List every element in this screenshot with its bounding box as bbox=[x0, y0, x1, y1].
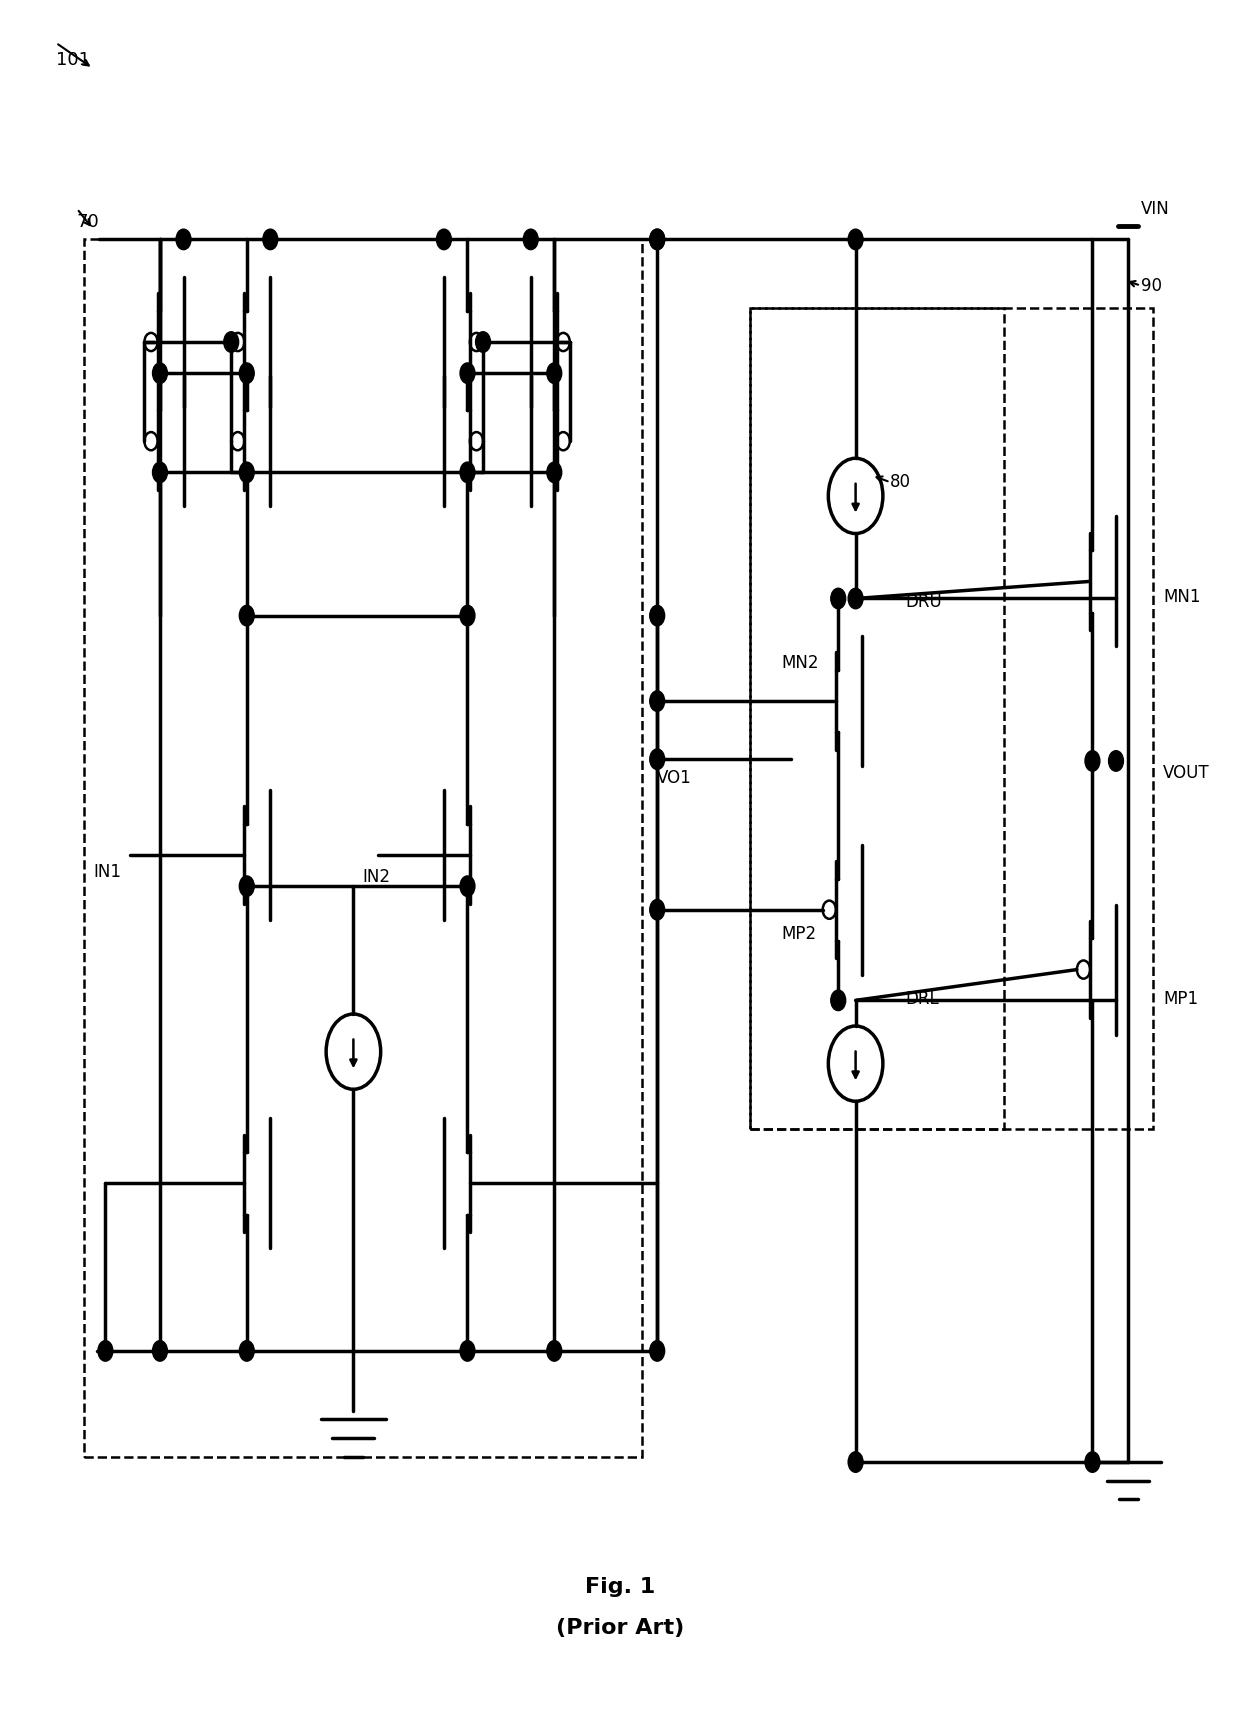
Circle shape bbox=[523, 229, 538, 250]
Circle shape bbox=[547, 462, 562, 482]
Circle shape bbox=[153, 1341, 167, 1361]
Circle shape bbox=[239, 1341, 254, 1361]
Circle shape bbox=[650, 605, 665, 626]
Circle shape bbox=[848, 1452, 863, 1472]
Circle shape bbox=[460, 363, 475, 383]
Circle shape bbox=[176, 229, 191, 250]
Bar bbox=[750, 308, 1153, 1129]
Circle shape bbox=[547, 363, 562, 383]
Bar bbox=[84, 239, 642, 1457]
Circle shape bbox=[460, 876, 475, 896]
Circle shape bbox=[239, 363, 254, 383]
Circle shape bbox=[650, 229, 665, 250]
Circle shape bbox=[476, 332, 491, 352]
Text: 101: 101 bbox=[56, 51, 89, 68]
Circle shape bbox=[460, 1341, 475, 1361]
Text: 70: 70 bbox=[77, 214, 99, 231]
Bar bbox=[750, 308, 1004, 1129]
Circle shape bbox=[547, 1341, 562, 1361]
Circle shape bbox=[239, 605, 254, 626]
Circle shape bbox=[650, 229, 665, 250]
Circle shape bbox=[460, 462, 475, 482]
Text: MN1: MN1 bbox=[1163, 588, 1200, 605]
Circle shape bbox=[848, 229, 863, 250]
Circle shape bbox=[1085, 1452, 1100, 1472]
Circle shape bbox=[650, 691, 665, 711]
Text: MN2: MN2 bbox=[781, 655, 818, 672]
Circle shape bbox=[831, 588, 846, 609]
Circle shape bbox=[831, 990, 846, 1011]
Text: VO1: VO1 bbox=[657, 770, 692, 787]
Circle shape bbox=[460, 605, 475, 626]
Circle shape bbox=[239, 462, 254, 482]
Text: DRL: DRL bbox=[905, 990, 939, 1007]
Circle shape bbox=[263, 229, 278, 250]
Circle shape bbox=[650, 1341, 665, 1361]
Text: IN1: IN1 bbox=[93, 864, 122, 881]
Circle shape bbox=[223, 332, 238, 352]
Text: DRU: DRU bbox=[905, 593, 942, 610]
Circle shape bbox=[98, 1341, 113, 1361]
Circle shape bbox=[1085, 751, 1100, 771]
Circle shape bbox=[650, 749, 665, 770]
Circle shape bbox=[153, 462, 167, 482]
Circle shape bbox=[1109, 751, 1123, 771]
Text: MP1: MP1 bbox=[1163, 990, 1198, 1007]
Circle shape bbox=[436, 229, 451, 250]
Circle shape bbox=[153, 363, 167, 383]
Circle shape bbox=[848, 588, 863, 609]
Text: (Prior Art): (Prior Art) bbox=[556, 1618, 684, 1638]
Text: MP2: MP2 bbox=[781, 925, 816, 942]
Text: IN2: IN2 bbox=[362, 869, 391, 886]
Circle shape bbox=[650, 899, 665, 920]
Text: 80: 80 bbox=[890, 474, 911, 491]
Text: 90: 90 bbox=[1141, 277, 1162, 294]
Text: Fig. 1: Fig. 1 bbox=[585, 1577, 655, 1597]
Text: VIN: VIN bbox=[1141, 200, 1169, 217]
Text: VOUT: VOUT bbox=[1163, 764, 1210, 781]
Circle shape bbox=[239, 876, 254, 896]
